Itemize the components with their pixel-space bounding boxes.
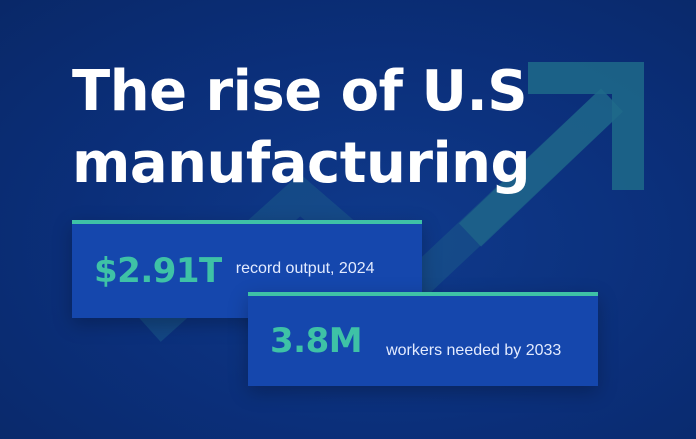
headline-line-1: The rise of U.S: [72, 59, 528, 124]
stat-label-workers: workers needed by 2033: [386, 342, 562, 359]
stat-value-output: $2.91T: [94, 251, 222, 291]
stat-card-workers: 3.8M workers needed by 2033: [248, 292, 598, 386]
headline-line-2: manufacturing: [72, 131, 531, 196]
stat-value-workers: 3.8M: [270, 321, 363, 361]
stat-label-output: record output, 2024: [235, 260, 375, 277]
headline: The rise of U.S manufacturing: [72, 56, 531, 200]
